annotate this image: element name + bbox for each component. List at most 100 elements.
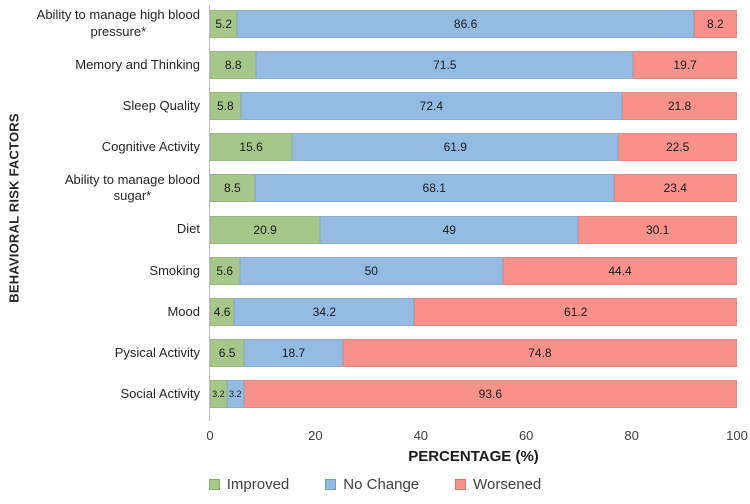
value-label: 15.6 [239, 140, 263, 155]
chart-row: Ability to manage high blood pressure* 5.… [0, 3, 750, 44]
value-label: 3.2 [212, 389, 225, 400]
bar-segment-no-change: 61.9 [292, 133, 619, 162]
category-cell: Ability to manage blood sugar* [0, 172, 200, 205]
category-cell: Mood [0, 304, 200, 320]
category-cell: Cognitive Activity [0, 139, 200, 155]
bar-track: 5.8 72.4 21.8 [210, 91, 737, 120]
bar-segment-no-change: 18.7 [244, 339, 343, 368]
value-label: 18.7 [281, 346, 306, 361]
bar-segment-worsened: 74.8 [342, 339, 737, 368]
bar-segment-worsened: 22.5 [618, 133, 737, 162]
bar-segment-worsened: 61.2 [414, 297, 737, 326]
legend-item-improved: Improved [208, 476, 290, 493]
value-label: 61.9 [443, 140, 467, 155]
chart-row: Social Activity 3.2 3.2 93.6 [0, 374, 750, 415]
bar-segment-worsened: 19.7 [633, 50, 737, 79]
bar-track: 5.6 50 44.4 [210, 256, 737, 285]
bar-segment-improved: 6.5 [210, 339, 245, 368]
legend-item-no-change: No Change [325, 476, 419, 493]
category-cell: Smoking [0, 263, 200, 279]
chart-row: Pysical Activity 6.5 18.7 74.8 [0, 333, 750, 374]
x-tick-60: 60 [518, 428, 534, 443]
bar-segment-worsened: 93.6 [243, 380, 737, 409]
category-label-memory-and-thinking: Memory and Thinking [75, 56, 200, 72]
category-cell: Diet [0, 221, 200, 237]
category-label-ability-to-manage-blood: Ability to manage blood sugar* [64, 172, 200, 204]
bar-segment-no-change: 86.6 [237, 9, 694, 38]
category-label-pysical-activity: Pysical Activity [114, 344, 200, 360]
value-label: 5.8 [216, 98, 234, 113]
category-cell: Pysical Activity [0, 345, 200, 361]
value-label: 5.2 [215, 16, 233, 31]
value-label: 5.6 [216, 263, 234, 278]
value-label: 49 [442, 222, 456, 237]
chart-row: Diet 20.9 49 30.1 [0, 209, 750, 250]
legend-item-worsened: Worsened [455, 476, 541, 493]
bar-segment-improved: 5.6 [210, 256, 240, 285]
x-tick-20: 20 [308, 428, 323, 443]
value-label: 30.1 [645, 222, 670, 237]
bar-segment-no-change: 34.2 [234, 297, 415, 326]
legend-swatch-no-change [325, 479, 337, 490]
category-label-cognitive-activity: Cognitive Activity [101, 139, 200, 155]
bar-track: 15.6 61.9 22.5 [210, 133, 737, 162]
value-label: 86.6 [453, 16, 478, 31]
bar-track: 3.2 3.2 93.6 [210, 380, 737, 409]
bar-segment-worsened: 30.1 [578, 215, 737, 244]
chart-row: Memory and Thinking 8.8 71.5 19.7 [0, 44, 750, 85]
legend-label-improved: Improved [226, 476, 290, 493]
bar-segment-improved: 20.9 [210, 215, 321, 244]
value-label: 72.4 [419, 98, 444, 113]
bar-segment-no-change: 49 [320, 215, 579, 244]
bar-segment-no-change: 72.4 [240, 91, 623, 120]
value-label: 8.2 [707, 16, 724, 31]
value-label: 22.5 [666, 140, 690, 155]
value-label: 4.6 [213, 304, 231, 319]
category-cell: Ability to manage high blood pressure* [0, 7, 200, 40]
value-label: 20.9 [253, 222, 277, 237]
chart-legend: Improved No Change Worsened [0, 476, 750, 493]
legend-label-worsened: Worsened [473, 476, 542, 493]
value-label: 61.2 [564, 304, 588, 319]
category-label-smoking: Smoking [149, 262, 200, 278]
category-label-social-activity: Social Activity [120, 386, 200, 402]
value-label: 68.1 [422, 181, 446, 196]
chart-row: Ability to manage blood sugar* 8.5 68.1 23.… [0, 168, 750, 209]
legend-swatch-improved [208, 479, 220, 490]
chart-row: Mood 4.6 34.2 61.2 [0, 291, 750, 332]
bar-track: 6.5 18.7 74.8 [210, 339, 737, 368]
bar-segment-improved: 8.5 [210, 174, 255, 203]
value-label: 74.8 [528, 346, 552, 361]
bar-rows: Ability to manage high blood pressure* 5.… [0, 3, 750, 415]
bar-track: 5.2 86.6 8.2 [210, 9, 737, 38]
bar-segment-improved: 4.6 [210, 297, 235, 326]
bar-track: 4.6 34.2 61.2 [210, 297, 737, 326]
bar-segment-improved: 15.6 [210, 133, 293, 162]
bar-segment-improved: 3.2 [210, 380, 227, 409]
bar-segment-no-change: 50 [239, 256, 503, 285]
value-label: 34.2 [312, 304, 337, 319]
chart-row: Cognitive Activity 15.6 61.9 22.5 [0, 127, 750, 168]
bar-segment-worsened: 23.4 [613, 174, 737, 203]
category-cell: Sleep Quality [0, 98, 200, 114]
bar-track: 20.9 49 30.1 [210, 215, 737, 244]
category-label-diet: Diet [176, 221, 200, 237]
value-label: 93.6 [478, 387, 503, 402]
value-label: 44.4 [608, 263, 632, 278]
category-cell: Memory and Thinking [0, 57, 200, 73]
category-cell: Social Activity [0, 386, 200, 402]
category-label-sleep-quality: Sleep Quality [122, 97, 200, 113]
bar-track: 8.8 71.5 19.7 [210, 50, 737, 79]
value-label: 8.8 [224, 57, 242, 72]
bar-segment-no-change: 71.5 [256, 50, 634, 79]
bar-segment-improved: 8.8 [210, 50, 257, 79]
value-label: 23.4 [663, 181, 687, 196]
bar-segment-worsened: 8.2 [693, 9, 737, 38]
legend-label-no-change: No Change [343, 476, 420, 493]
chart-row: Sleep Quality 5.8 72.4 21.8 [0, 85, 750, 126]
value-label: 19.7 [673, 57, 697, 72]
value-label: 6.5 [218, 346, 236, 361]
bar-segment-no-change: 68.1 [254, 174, 614, 203]
x-axis-title: PERCENTAGE (%) [408, 448, 539, 465]
